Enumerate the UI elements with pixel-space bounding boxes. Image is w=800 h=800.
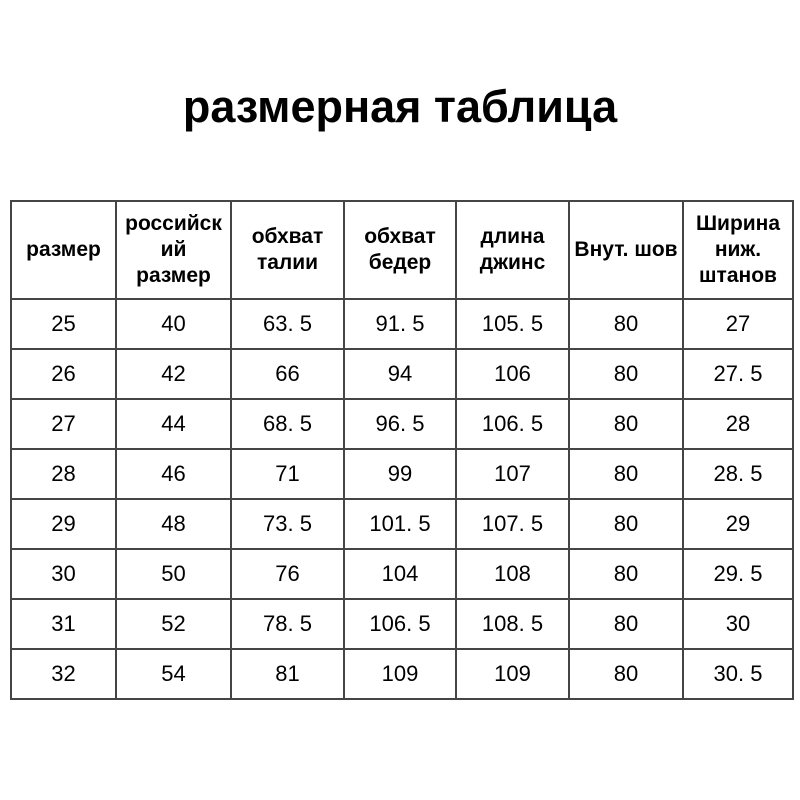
column-header-waist: обхват талии	[230, 200, 345, 300]
table-cell-leg-opening: 29	[682, 498, 794, 550]
table-cell-inseam: 80	[568, 348, 684, 400]
table-cell-leg-opening: 27. 5	[682, 348, 794, 400]
table-cell-leg-opening: 30. 5	[682, 648, 794, 700]
column-header-leg-opening: Ширина ниж. штанов	[682, 200, 794, 300]
table-cell-inseam: 80	[568, 298, 684, 350]
table-row: 30 50 76 104 108 80 29. 5	[10, 548, 794, 600]
size-table: размер российск ий размер обхват талии обхв…	[10, 200, 794, 700]
table-cell-inseam: 80	[568, 498, 684, 550]
table-row: 26 42 66 94 106 80 27. 5	[10, 348, 794, 400]
table-cell-size: 30	[10, 548, 117, 600]
table-cell-leg-opening: 29. 5	[682, 548, 794, 600]
table-cell-leg-opening: 28	[682, 398, 794, 450]
table-cell-jeans-length: 106. 5	[455, 398, 570, 450]
table-cell-hip: 94	[343, 348, 457, 400]
table-cell-inseam: 80	[568, 398, 684, 450]
table-cell-russian-size: 54	[115, 648, 232, 700]
table-cell-jeans-length: 107. 5	[455, 498, 570, 550]
table-cell-jeans-length: 106	[455, 348, 570, 400]
table-cell-inseam: 80	[568, 598, 684, 650]
table-row: 27 44 68. 5 96. 5 106. 5 80 28	[10, 398, 794, 450]
table-cell-russian-size: 44	[115, 398, 232, 450]
column-header-jeans-length: длина джинс	[455, 200, 570, 300]
table-cell-size: 25	[10, 298, 117, 350]
table-cell-size: 31	[10, 598, 117, 650]
table-cell-leg-opening: 28. 5	[682, 448, 794, 500]
table-header-row: размер российск ий размер обхват талии обхв…	[10, 200, 794, 300]
table-cell-jeans-length: 107	[455, 448, 570, 500]
table-cell-jeans-length: 105. 5	[455, 298, 570, 350]
table-cell-russian-size: 52	[115, 598, 232, 650]
table-cell-waist: 78. 5	[230, 598, 345, 650]
column-header-hip: обхват бедер	[343, 200, 457, 300]
table-cell-russian-size: 46	[115, 448, 232, 500]
table-cell-size: 27	[10, 398, 117, 450]
table-cell-jeans-length: 108. 5	[455, 598, 570, 650]
table-cell-waist: 66	[230, 348, 345, 400]
table-cell-hip: 106. 5	[343, 598, 457, 650]
table-cell-leg-opening: 30	[682, 598, 794, 650]
table-cell-waist: 71	[230, 448, 345, 500]
table-cell-russian-size: 50	[115, 548, 232, 600]
table-cell-waist: 76	[230, 548, 345, 600]
table-row: 28 46 71 99 107 80 28. 5	[10, 448, 794, 500]
table-cell-hip: 101. 5	[343, 498, 457, 550]
table-cell-size: 32	[10, 648, 117, 700]
page-title: размерная таблица	[182, 81, 618, 132]
table-cell-hip: 99	[343, 448, 457, 500]
table-cell-jeans-length: 109	[455, 648, 570, 700]
table-cell-hip: 96. 5	[343, 398, 457, 450]
table-row: 32 54 81 109 109 80 30. 5	[10, 648, 794, 700]
table-cell-size: 28	[10, 448, 117, 500]
table-cell-hip: 109	[343, 648, 457, 700]
table-row: 31 52 78. 5 106. 5 108. 5 80 30	[10, 598, 794, 650]
table-cell-inseam: 80	[568, 648, 684, 700]
table-cell-russian-size: 42	[115, 348, 232, 400]
table-cell-size: 29	[10, 498, 117, 550]
table-cell-inseam: 80	[568, 548, 684, 600]
table-cell-waist: 73. 5	[230, 498, 345, 550]
table-cell-leg-opening: 27	[682, 298, 794, 350]
table-cell-hip: 104	[343, 548, 457, 600]
table-cell-hip: 91. 5	[343, 298, 457, 350]
column-header-russian-size: российск ий размер	[115, 200, 232, 300]
table-cell-waist: 63. 5	[230, 298, 345, 350]
table-cell-russian-size: 48	[115, 498, 232, 550]
table-cell-size: 26	[10, 348, 117, 400]
table-header: размер российск ий размер обхват талии обхв…	[10, 200, 794, 300]
table-row: 29 48 73. 5 101. 5 107. 5 80 29	[10, 498, 794, 550]
table-row: 25 40 63. 5 91. 5 105. 5 80 27	[10, 298, 794, 350]
table-body: 25 40 63. 5 91. 5 105. 5 80 27 26 42 66 94 106 80 27.…	[10, 298, 794, 700]
column-header-inseam: Внут. шов	[568, 200, 684, 300]
table-cell-jeans-length: 108	[455, 548, 570, 600]
table-cell-russian-size: 40	[115, 298, 232, 350]
column-header-size: размер	[10, 200, 117, 300]
table-cell-inseam: 80	[568, 448, 684, 500]
table-cell-waist: 81	[230, 648, 345, 700]
table-cell-waist: 68. 5	[230, 398, 345, 450]
